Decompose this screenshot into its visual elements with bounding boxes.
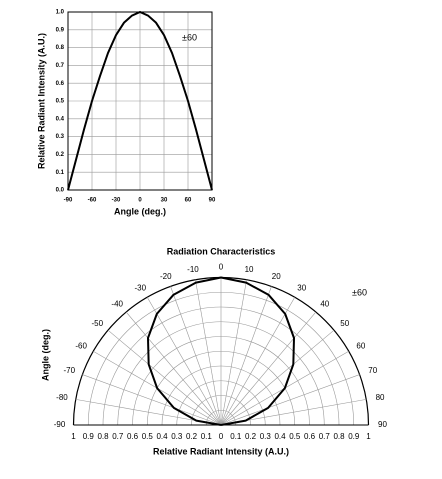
r-tick-label: 0.7 (112, 432, 124, 441)
r-tick-label: 0.3 (260, 432, 272, 441)
theta-tick-label: 40 (320, 299, 329, 308)
theta-tick-label: 10 (245, 265, 254, 274)
r-tick-label: 0.4 (156, 432, 168, 441)
theta-tick-label: -20 (160, 272, 172, 281)
grid-spoke (170, 286, 222, 426)
y-tick-label: 1.0 (56, 10, 65, 16)
theta-tick-label: 50 (340, 319, 349, 328)
r-tick-label: 0.3 (171, 432, 183, 441)
grid-spoke (220, 297, 296, 426)
r-tick-label: 0.9 (83, 432, 95, 441)
x-tick-label: 90 (209, 198, 216, 204)
x-axis-label: Angle (deg.) (114, 206, 166, 216)
r-tick-label: 0.4 (274, 432, 286, 441)
y-tick-label: 0.4 (56, 116, 65, 122)
theta-tick-label: -80 (56, 393, 68, 402)
data-line (67, 10, 213, 191)
theta-tick-label: 90 (378, 420, 387, 429)
theta-tick-label: 60 (356, 341, 365, 350)
grid-spoke (220, 329, 335, 426)
theta-tick-label: 80 (376, 393, 385, 402)
theta-tick-label: 20 (272, 272, 281, 281)
x-tick-label: 60 (185, 198, 192, 204)
x-tick-label: -60 (88, 198, 97, 204)
grid-spoke (125, 311, 222, 426)
theta-tick-label: 70 (368, 366, 377, 375)
theta-tick-label: -50 (92, 319, 104, 328)
grid-spoke (220, 279, 247, 426)
grid-spoke (82, 374, 222, 426)
r-tick-label: 0.1 (230, 432, 242, 441)
r-tick-label: 0.9 (348, 432, 360, 441)
r-tick-label: 0.5 (142, 432, 154, 441)
pattern-curve (146, 276, 296, 426)
grid-spoke (220, 311, 317, 426)
r-tick-label: 0.2 (186, 432, 198, 441)
y-tick-label: 0.0 (56, 188, 65, 194)
theta-tick-label: 30 (297, 284, 306, 293)
y-tick-label: 0.5 (56, 99, 65, 105)
annotation: ±60 (182, 32, 197, 42)
theta-tick-label: -60 (75, 341, 87, 350)
annotation: ±60 (352, 287, 367, 297)
x-axis-label: Relative Radiant Intensity (A.U.) (153, 446, 289, 456)
grid-spoke (195, 279, 222, 426)
grid-spoke (107, 329, 222, 426)
r-tick-label: 0.8 (333, 432, 345, 441)
y-tick-label: 0.7 (56, 63, 65, 69)
r-tick-label: 1 (71, 432, 76, 441)
x-tick-label: 30 (161, 198, 168, 204)
x-tick-label: 0 (138, 198, 142, 204)
grid-spoke (220, 286, 272, 426)
theta-tick-label: -70 (63, 366, 75, 375)
r-tick-label: 1 (366, 432, 371, 441)
r-tick-label: 0.5 (289, 432, 301, 441)
y-tick-label: 0.1 (56, 170, 65, 176)
grid-spoke (220, 374, 360, 426)
y-tick-label: 0.3 (56, 134, 65, 140)
x-tick-label: -90 (64, 198, 73, 204)
r-tick-label: 0.1 (201, 432, 213, 441)
r-tick-label: 0 (219, 432, 224, 441)
theta-tick-label: -90 (54, 420, 66, 429)
grid-spoke (146, 297, 222, 426)
r-tick-label: 0.2 (245, 432, 257, 441)
theta-tick-label: -30 (134, 284, 146, 293)
theta-tick-label: -10 (187, 265, 199, 274)
y-tick-label: 0.8 (56, 45, 65, 51)
y-tick-label: 0.9 (56, 27, 65, 33)
x-tick-label: -30 (112, 198, 121, 204)
r-tick-label: 0.8 (97, 432, 109, 441)
y-axis-label: Angle (deg.) (40, 329, 50, 381)
theta-tick-label: 0 (219, 263, 224, 272)
r-tick-label: 0.6 (304, 432, 316, 441)
chart-title: Radiation Characteristics (167, 246, 276, 256)
y-tick-label: 0.2 (56, 152, 65, 158)
r-tick-label: 0.6 (127, 432, 139, 441)
y-tick-label: 0.6 (56, 81, 65, 87)
y-axis-label: Relative Radiant Intensity (A.U.) (36, 33, 46, 169)
r-tick-label: 0.7 (319, 432, 331, 441)
theta-tick-label: -40 (111, 299, 123, 308)
